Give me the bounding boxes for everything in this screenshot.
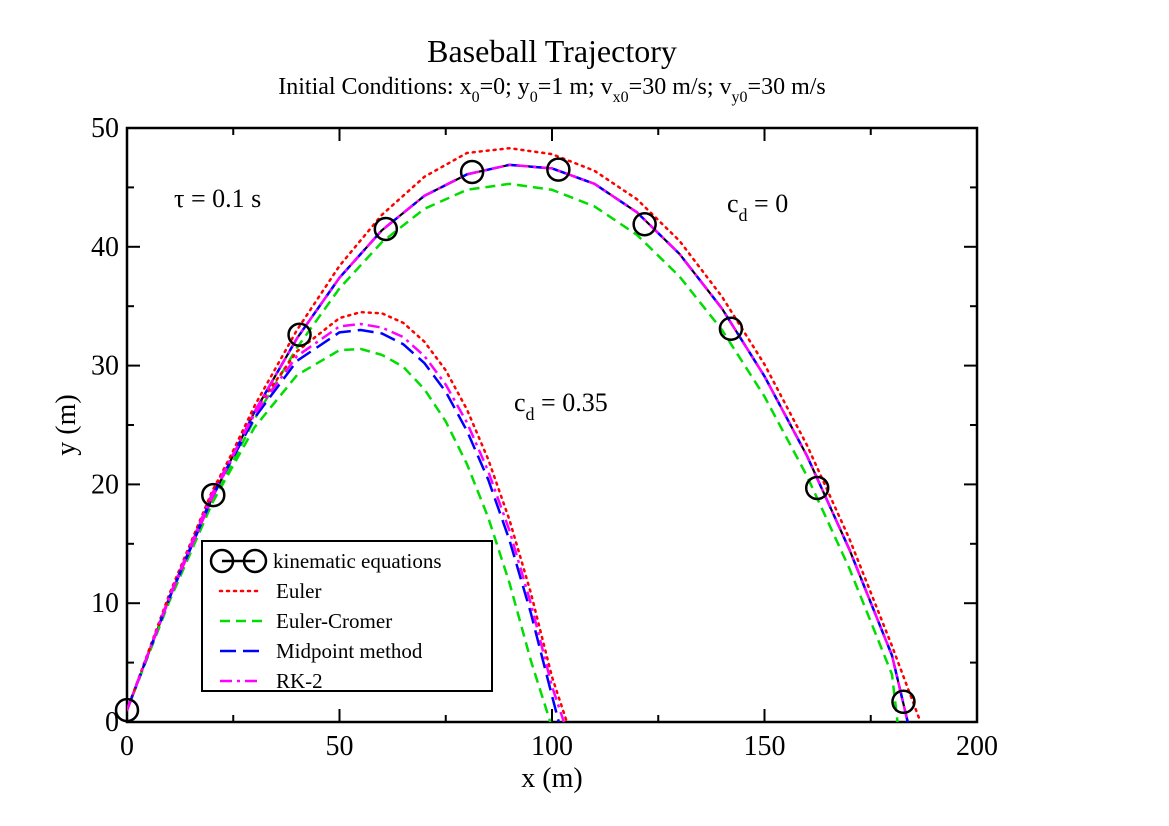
legend-swatch-marker — [209, 548, 235, 574]
subtitle-prefix: Initial Conditions: x — [278, 74, 471, 100]
kinematic-marker — [804, 475, 830, 501]
subtitle-text-4: =30 m/s — [748, 74, 826, 100]
x-axis-label: x (m) — [521, 763, 582, 794]
subtitle-text-3: =30 m/s; v — [629, 74, 732, 100]
series-layer — [127, 146, 922, 722]
subtitle-sub-4: y0 — [732, 89, 748, 106]
subtitle-sub-1: 0 — [472, 89, 480, 106]
y-tick-label: 40 — [91, 232, 119, 263]
x-tick-label: 50 — [326, 731, 354, 762]
legend-label: kinematic equations — [273, 549, 442, 573]
subtitle-sub-2: 0 — [530, 89, 538, 106]
y-tick-label: 10 — [91, 588, 119, 619]
annotation-cd-0-sub: d — [739, 205, 748, 225]
legend-items: kinematic equations Euler Euler-Cromer Midp… — [209, 548, 442, 693]
annotation-cd-0-main: c — [727, 189, 739, 218]
marker-layer — [114, 157, 916, 723]
legend-label: RK-2 — [276, 669, 323, 693]
subtitle-text-1: =0; y — [480, 74, 530, 100]
subtitle-sub-3: x0 — [613, 89, 629, 106]
legend-item-euler-cromer: Euler-Cromer — [220, 609, 392, 633]
kinematic-marker — [287, 322, 312, 347]
kinematic-marker — [201, 482, 226, 508]
legend-swatch-marker — [242, 548, 268, 574]
annotation-cd-035-sub: d — [526, 404, 535, 424]
legend-label: Euler-Cromer — [276, 609, 392, 633]
legend-item-euler: Euler — [218, 579, 321, 603]
chart-subtitle: Initial Conditions: x0=0; y0=1 m; vx0=30… — [278, 74, 826, 106]
y-axis-label: y (m) — [51, 394, 82, 455]
legend-label: Midpoint method — [276, 639, 423, 663]
legend-box — [201, 540, 493, 692]
kinematic-marker — [546, 157, 571, 182]
kinematic-marker — [891, 689, 916, 715]
kinematic-marker — [632, 211, 657, 237]
x-tick-label: 150 — [744, 731, 786, 762]
series-line-midpoint-drag — [127, 328, 561, 722]
annotation-cd-035: cd = 0.35 — [514, 388, 608, 424]
axis-ticks — [126, 127, 978, 723]
annotation-tau: τ = 0.1 s — [174, 184, 261, 213]
series-line-rk2-drag — [127, 322, 566, 722]
legend-item-midpoint: Midpoint method — [220, 639, 423, 663]
series-line-midpoint — [127, 163, 909, 722]
x-tick-label: 0 — [120, 731, 134, 762]
legend-label: Euler — [276, 579, 321, 603]
legend: kinematic equations Euler Euler-Cromer Midp… — [201, 540, 493, 693]
series-line-euler-cromer-drag — [127, 347, 552, 722]
kinematic-marker — [459, 159, 485, 185]
y-tick-label: 20 — [91, 469, 119, 500]
kinematic-marker — [114, 697, 140, 723]
axis-tick-labels: 0 50 100 150 200 0 10 20 30 40 50 — [91, 113, 998, 762]
legend-item-kinematic: kinematic equations — [209, 548, 442, 574]
kinematic-marker — [373, 216, 399, 242]
y-tick-label: 30 — [91, 351, 119, 382]
y-tick-label: 50 — [91, 113, 119, 144]
subtitle-text-2: =1 m; v — [538, 74, 613, 100]
annotation-cd-0: cd = 0 — [727, 189, 788, 225]
annotation-cd-035-value: = 0.35 — [535, 388, 608, 417]
kinematic-marker — [718, 316, 744, 342]
y-tick-label: 0 — [105, 707, 119, 738]
annotation-cd-035-main: c — [514, 388, 526, 417]
x-tick-label: 100 — [531, 731, 573, 762]
legend-item-rk2: RK-2 — [220, 669, 323, 693]
chart-title: Baseball Trajectory — [427, 33, 677, 69]
series-line-euler — [127, 146, 922, 722]
x-tick-label: 200 — [956, 731, 998, 762]
annotation-cd-0-value: = 0 — [748, 189, 789, 218]
series-line-euler-drag — [127, 310, 569, 722]
